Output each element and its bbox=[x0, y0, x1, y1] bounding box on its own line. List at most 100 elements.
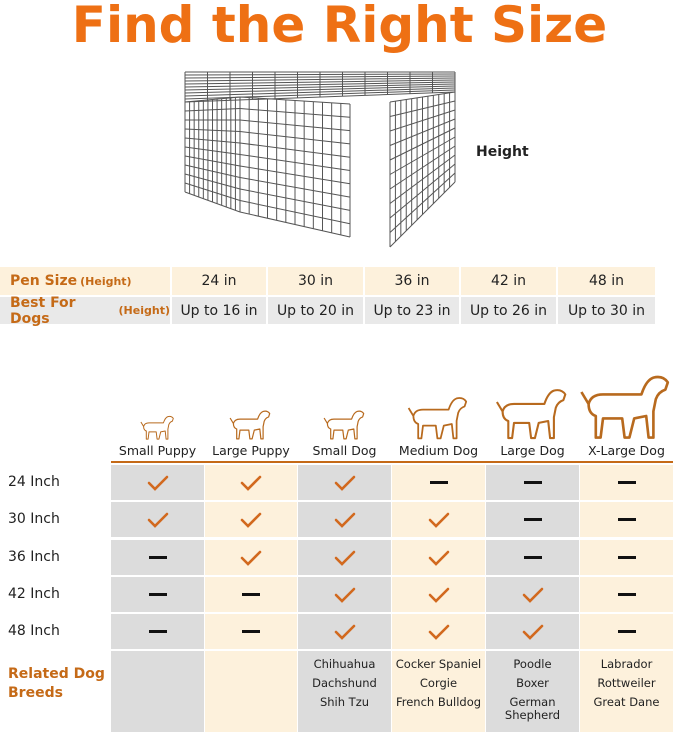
fit-cell bbox=[392, 465, 485, 500]
fit-cell bbox=[111, 614, 204, 649]
pen-size-cell: 24 in bbox=[172, 267, 266, 295]
pen-wire bbox=[239, 154, 351, 171]
dog-height-cell: Up to 20 in bbox=[268, 297, 363, 324]
breed-name: Rottweiler bbox=[597, 676, 656, 690]
breed-name: Labrador bbox=[600, 657, 653, 671]
pen-wire bbox=[184, 75, 456, 79]
check-icon bbox=[522, 624, 543, 640]
label-sub: (Height) bbox=[118, 304, 170, 317]
fit-cell bbox=[298, 465, 391, 500]
breeds-cell: Poodle Boxer German Shepherd bbox=[486, 651, 579, 732]
check-icon bbox=[240, 475, 262, 491]
breed-name: Corgie bbox=[419, 676, 458, 690]
pen-wire bbox=[389, 181, 456, 248]
dash-icon bbox=[523, 481, 542, 484]
breeds-cell: Cocker Spaniel Corgie French Bulldog bbox=[392, 651, 485, 732]
pen-size-label: Pen Size (Height) bbox=[0, 267, 170, 295]
fit-cell bbox=[205, 502, 297, 537]
column-header: Large Puppy bbox=[212, 443, 290, 458]
pen-wire bbox=[389, 100, 456, 117]
fit-cell bbox=[205, 465, 297, 500]
pen-wire bbox=[184, 108, 241, 112]
fit-cell bbox=[580, 577, 673, 612]
fit-cell bbox=[298, 540, 391, 575]
breed-name: Poodle bbox=[513, 657, 552, 671]
pen-wire bbox=[389, 91, 456, 103]
pen-wire bbox=[239, 177, 351, 198]
fit-cell bbox=[205, 614, 297, 649]
fit-cell bbox=[111, 465, 204, 500]
fit-cell bbox=[392, 502, 485, 537]
dash-icon bbox=[617, 481, 636, 484]
breeds-cell bbox=[205, 651, 297, 732]
fit-cell bbox=[298, 614, 391, 649]
pen-size-cell: 30 in bbox=[268, 267, 363, 295]
pen-wire bbox=[184, 91, 456, 103]
dash-icon bbox=[523, 556, 542, 559]
fit-cell bbox=[486, 502, 579, 537]
fit-cell bbox=[580, 540, 673, 575]
dog-height-cell: Up to 16 in bbox=[172, 297, 266, 324]
dog-icon bbox=[139, 415, 174, 440]
pen-wire bbox=[239, 188, 351, 211]
fit-cell bbox=[580, 465, 673, 500]
dash-icon bbox=[148, 630, 167, 633]
check-icon bbox=[334, 475, 355, 491]
dog-icon bbox=[323, 410, 364, 440]
check-icon bbox=[240, 550, 262, 566]
pen-wire bbox=[239, 108, 351, 118]
dog-height-cell: Up to 23 in bbox=[365, 297, 459, 324]
pen-wire bbox=[184, 87, 456, 97]
pen-wire bbox=[389, 118, 456, 146]
breed-name: Shih Tzu bbox=[319, 695, 370, 709]
pen-wire bbox=[184, 173, 241, 190]
breed-name: Great Dane bbox=[593, 695, 660, 709]
dash-icon bbox=[429, 481, 448, 484]
dash-icon bbox=[617, 630, 636, 633]
pen-wire bbox=[184, 73, 456, 76]
dash-icon bbox=[242, 630, 260, 633]
dash-icon bbox=[617, 556, 636, 559]
page-title: Find the Right Size bbox=[71, 0, 608, 54]
pen-wire bbox=[184, 85, 456, 94]
column-header: Small Dog bbox=[312, 443, 377, 458]
height-label: Height bbox=[476, 144, 529, 160]
header-divider bbox=[111, 461, 673, 463]
fit-cell bbox=[392, 540, 485, 575]
pen-wire bbox=[239, 142, 351, 158]
pen-wire bbox=[184, 89, 456, 100]
fit-cell bbox=[486, 465, 579, 500]
pen-wire bbox=[184, 137, 241, 144]
pen-size-cell: 48 in bbox=[558, 267, 655, 295]
dog-icon bbox=[229, 410, 271, 440]
dash-icon bbox=[148, 556, 167, 559]
dash-icon bbox=[617, 518, 636, 521]
check-icon bbox=[428, 550, 449, 566]
pen-wire bbox=[184, 79, 456, 85]
pen-wire bbox=[389, 154, 456, 204]
row-label: 30 Inch bbox=[8, 511, 60, 527]
breed-name: German Shepherd bbox=[504, 695, 561, 722]
pen-wire bbox=[239, 200, 351, 225]
column-header: Small Puppy bbox=[118, 443, 197, 458]
breed-name: Boxer bbox=[516, 676, 549, 690]
dog-height-cell: Up to 30 in bbox=[558, 297, 655, 324]
check-icon bbox=[334, 512, 355, 528]
pen-wire bbox=[184, 81, 456, 88]
pen-wire bbox=[184, 164, 241, 178]
row-label: 48 Inch bbox=[8, 623, 60, 639]
pen-wire bbox=[184, 182, 241, 201]
pen-wire bbox=[389, 109, 456, 132]
dash-icon bbox=[148, 593, 167, 596]
column-header: Large Dog bbox=[500, 443, 565, 458]
fit-cell bbox=[392, 614, 485, 649]
fit-cell bbox=[205, 577, 297, 612]
row-label: 42 Inch bbox=[8, 586, 60, 602]
pen-wire bbox=[184, 77, 456, 82]
fit-cell bbox=[298, 577, 391, 612]
fit-cell bbox=[111, 540, 204, 575]
pen-size-cell: 42 in bbox=[461, 267, 556, 295]
pen-wire bbox=[184, 155, 241, 167]
pen-wire bbox=[184, 146, 241, 155]
pen-wire bbox=[389, 136, 456, 175]
